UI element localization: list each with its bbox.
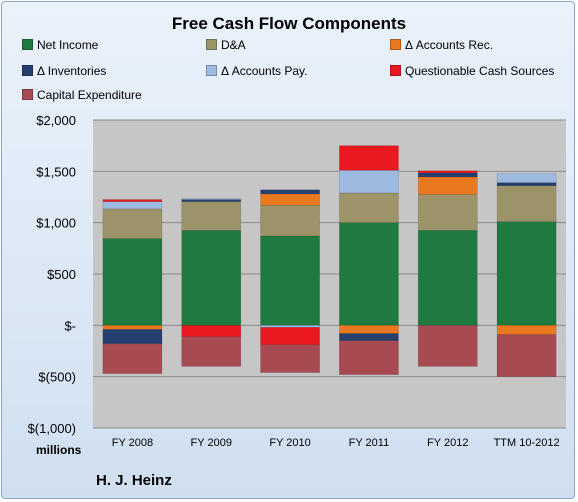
y-tick-label: $(1,000) [28,421,76,436]
x-tick-label: FY 2009 [191,437,232,449]
bar-segment [417,194,478,231]
bar-segment [102,208,163,239]
legend-item-accounts-pay: Δ Accounts Pay. [206,64,308,78]
bar-segment [102,199,163,202]
bar-segment [496,325,557,335]
legend-item-questionable: Questionable Cash Sources [390,64,554,78]
x-tick-label: TTM 10-2012 [494,437,560,449]
legend-label: Net Income [37,38,99,52]
bar-segment [181,230,242,326]
bar-segment [260,325,320,328]
bar-segment [260,189,320,195]
chart-title: Free Cash Flow Components [171,14,407,33]
bar-segment [102,201,163,210]
bar-segment [339,325,399,334]
bar-segment [417,230,478,326]
legend-swatch-capex [22,89,33,100]
bar-segment [181,325,242,337]
company-label: H. J. Heinz [96,472,172,489]
y-tick-label: $1,000 [36,216,76,231]
legend-item-accounts-rec: Δ Accounts Rec. [390,38,493,52]
bar-segment [496,334,557,377]
legend-label: Capital Expenditure [37,88,142,102]
bar-segment [260,204,320,237]
bar-segment [181,199,242,202]
legend-swatch-accounts-rec [390,39,401,50]
bar-segment [417,172,478,178]
bar-segment [102,238,163,326]
y-tick-label: $(500) [38,370,76,385]
legend-label: D&A [221,38,246,52]
x-tick-label: FY 2010 [269,437,310,449]
bar-segment [260,327,320,346]
bar-segment [496,185,557,222]
bar-segment [417,176,478,195]
y-tick-label: $- [64,318,76,333]
y-tick-label: $1,500 [36,164,76,179]
legend-swatch-inventories [22,65,33,76]
legend-swatch-net-income [22,39,33,50]
bar-segment [102,325,163,330]
legend-label: Δ Accounts Rec. [405,38,494,52]
legend-item-net-income: Net Income [22,38,98,52]
bar-segment [181,336,242,367]
x-tick-label: FY 2008 [112,437,153,449]
x-tick-label: FY 2011 [349,437,390,449]
bar-segment [496,221,557,326]
legend-item-inventories: Δ Inventories [22,64,106,78]
bar-segment [102,343,163,374]
bar-segment [102,329,163,345]
bar-segment [339,192,399,223]
bar-segment [260,344,320,373]
legend-swatch-questionable [390,65,401,76]
bar-segment [417,325,478,367]
legend-item-capex: Capital Expenditure [22,88,142,102]
x-tick-label: FY 2012 [427,437,468,449]
bar-segment [339,340,399,375]
legend-item-da: D&A [206,38,246,52]
bar-segment [417,170,478,174]
legend-label: Δ Accounts Pay. [221,64,308,78]
bar-segment [181,198,242,200]
bar-segment [181,201,242,231]
bar-segment [339,170,399,194]
y-tick-label: $500 [47,267,76,282]
legend-label: Δ Inventories [37,64,107,78]
y-tick-label: $2,000 [36,113,76,128]
bar-segment [260,193,320,206]
bar-segment [339,222,399,326]
bar-segment [339,333,399,342]
bar-segment [496,182,557,187]
bar-segment [496,173,557,183]
legend-label: Questionable Cash Sources [405,64,555,78]
legend-swatch-accounts-pay [206,65,217,76]
units-label: millions [36,443,82,457]
bar-segment [260,235,320,326]
legend-swatch-da [206,39,217,50]
legend: Net Income D&A Δ Accounts Rec. Δ Invento… [0,0,578,110]
bar-segment [339,145,399,171]
